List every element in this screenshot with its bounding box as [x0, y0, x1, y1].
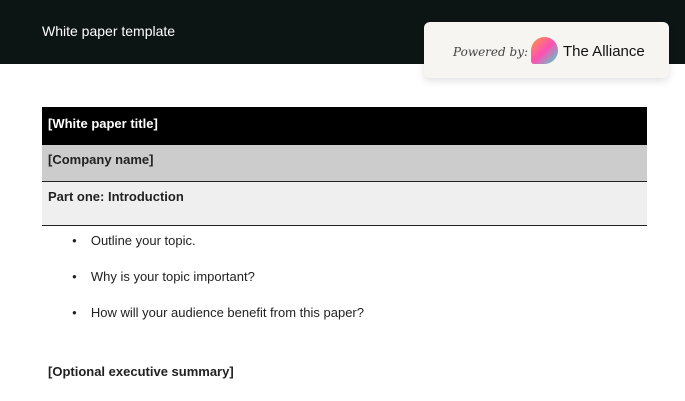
powered-by-badge[interactable]: Powered by: The Alliance: [424, 22, 669, 78]
powered-by-label: Powered by:: [453, 45, 529, 59]
page-title: White paper template: [42, 23, 176, 39]
company-name: [Company name]: [42, 145, 647, 182]
bullet-list: Outline your topic. Why is your topic im…: [72, 230, 364, 338]
list-item: Outline your topic.: [72, 230, 364, 266]
section-heading: Part one: Introduction: [42, 182, 647, 226]
white-paper-title: [White paper title]: [42, 107, 647, 145]
optional-summary-heading: [Optional executive summary]: [48, 364, 234, 379]
brand-name: The Alliance: [563, 43, 645, 60]
alliance-logo-icon: [531, 37, 558, 64]
list-item: How will your audience benefit from this…: [72, 302, 364, 338]
list-item: Why is your topic important?: [72, 266, 364, 302]
